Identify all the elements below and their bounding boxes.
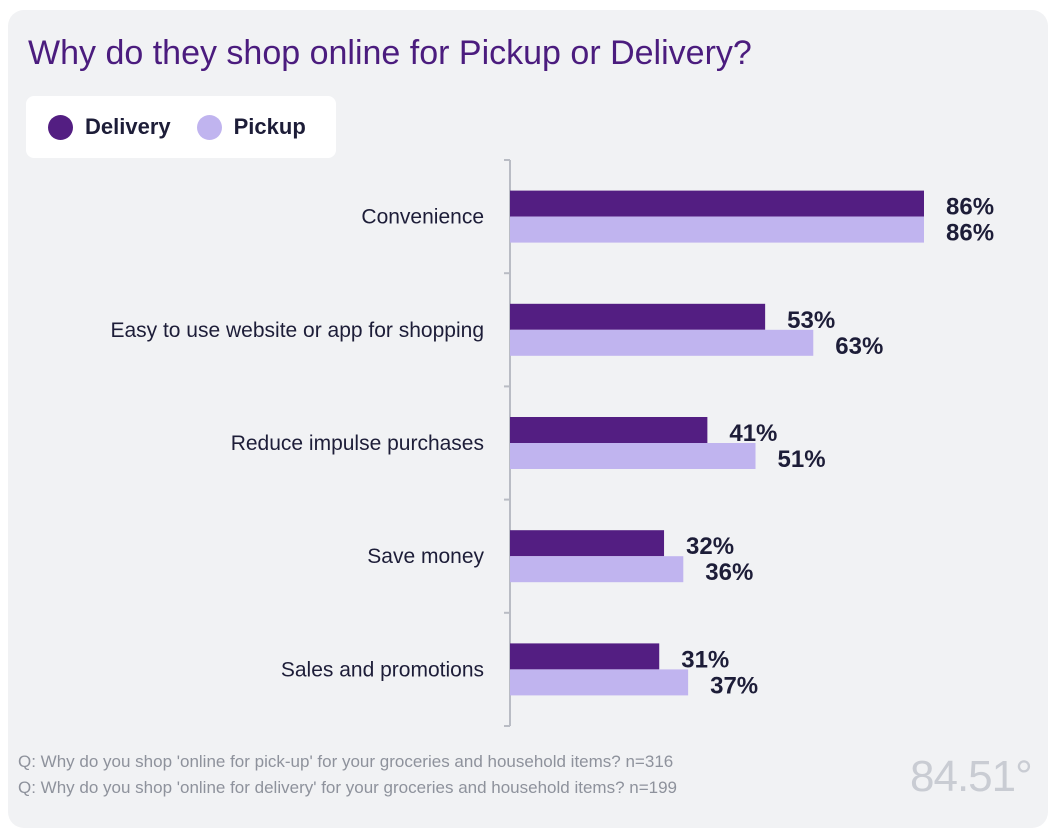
bar-pickup	[510, 556, 684, 583]
category-label: Convenience	[361, 206, 484, 229]
bar-pickup	[510, 669, 689, 696]
data-label-delivery: 41%	[729, 420, 777, 447]
bar-delivery	[510, 190, 924, 217]
footnote-delivery: Q: Why do you shop 'online for delivery'…	[18, 778, 677, 797]
data-label-delivery: 31%	[681, 646, 729, 673]
legend-item-pickup: Pickup	[196, 114, 306, 140]
legend-item-delivery: Delivery	[48, 114, 171, 140]
brand-logo: 84.51°	[910, 752, 1033, 801]
data-label-pickup: 37%	[710, 672, 758, 699]
data-label-pickup: 86%	[946, 220, 994, 247]
legend-swatch-pickup	[196, 114, 222, 140]
bar-pickup	[510, 216, 924, 243]
data-label-delivery: 86%	[946, 194, 994, 221]
data-label-pickup: 36%	[705, 559, 753, 586]
footnote-pickup: Q: Why do you shop 'online for pick-up' …	[18, 752, 674, 771]
bar-delivery	[510, 530, 665, 557]
bar-delivery	[510, 417, 708, 443]
bar-pickup	[510, 443, 756, 469]
legend-swatch-delivery	[48, 114, 73, 140]
data-label-delivery: 32%	[686, 533, 734, 560]
category-label: Easy to use website or app for shopping	[110, 319, 484, 342]
data-label-pickup: 63%	[835, 333, 883, 360]
bar-pickup	[510, 329, 814, 356]
category-label: Sales and promotions	[281, 658, 484, 681]
bar-delivery	[510, 643, 660, 670]
legend-label-delivery: Delivery	[85, 114, 171, 139]
chart-title: Why do they shop online for Pickup or De…	[28, 34, 752, 72]
category-label: Reduce impulse purchases	[231, 432, 484, 455]
legend: Delivery Pickup	[26, 96, 336, 158]
data-label-pickup: 51%	[778, 446, 826, 473]
data-label-delivery: 53%	[787, 307, 835, 334]
bar-delivery	[510, 303, 766, 330]
legend-label-pickup: Pickup	[233, 114, 306, 139]
category-label: Save money	[367, 545, 484, 568]
